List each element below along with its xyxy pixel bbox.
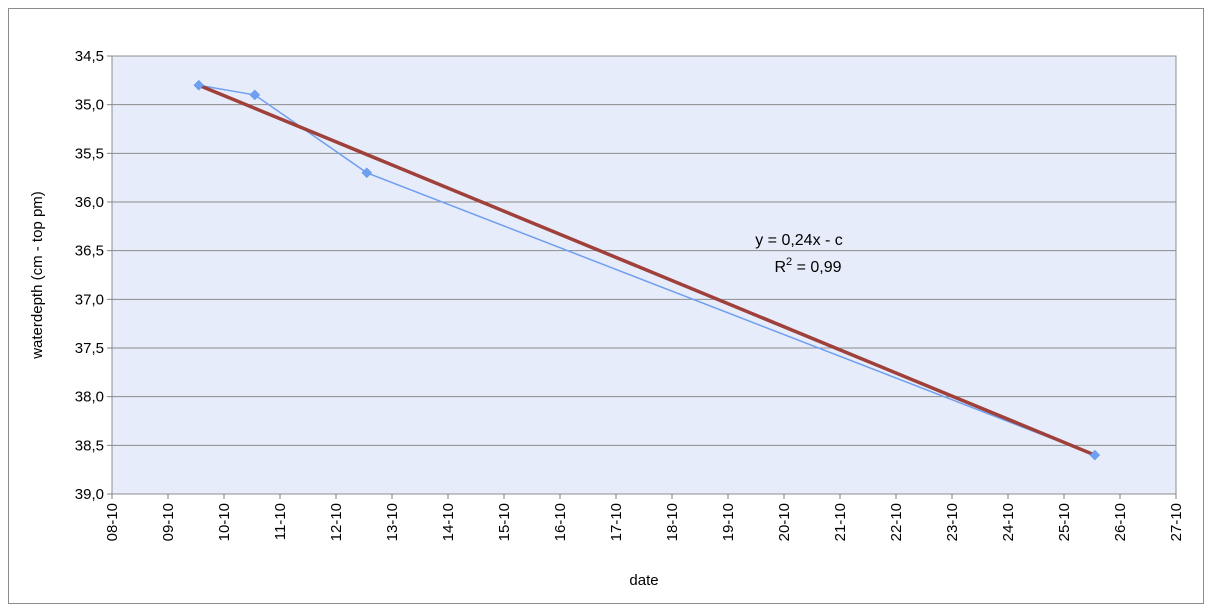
x-tick-label: 18-10 — [664, 503, 681, 541]
y-tick-label: 35,5 — [75, 145, 104, 162]
data-point — [1089, 449, 1101, 461]
x-tick-label: 25-10 — [1056, 503, 1073, 541]
x-tick-label: 10-10 — [216, 503, 233, 541]
x-tick-label: 15-10 — [496, 503, 513, 541]
x-tick-label: 20-10 — [776, 503, 793, 541]
y-tick-label: 38,0 — [75, 389, 104, 406]
y-tick-label: 39,0 — [75, 486, 104, 503]
data-point — [361, 167, 373, 179]
r-squared-superscript: 2 — [786, 256, 792, 268]
y-tick-label: 37,5 — [75, 340, 104, 357]
trendline-layer — [198, 83, 1096, 457]
y-axis-title: waterdepth (cm - top pm) — [29, 191, 46, 360]
x-tick-label: 24-10 — [1000, 503, 1017, 541]
x-tick-label: 14-10 — [440, 503, 457, 541]
x-tick-label: 08-10 — [104, 503, 121, 541]
x-tick-label: 13-10 — [384, 503, 401, 541]
trend-equation: y = 0,24x - c — [755, 232, 843, 249]
y-tick-label: 35,0 — [75, 97, 104, 114]
x-tick-label: 11-10 — [272, 503, 289, 540]
plot-area — [111, 55, 1177, 495]
point-layer — [193, 79, 1101, 461]
series-layer — [198, 84, 1096, 456]
r-squared-value: = 0,99 — [792, 259, 841, 276]
x-tick-label: 17-10 — [608, 503, 625, 541]
y-tick-label: 38,5 — [75, 437, 104, 454]
x-tick-label: 23-10 — [944, 503, 961, 541]
x-axis: 08-10 09-10 10-10 11-10 12-10 13-10 14-10 15-10… — [104, 494, 1185, 541]
y-axis: 34,5 35,0 35,5 36,0 36,5 37,0 37,5 38,0 38,5 39,0 — [75, 48, 112, 503]
series-line — [198, 84, 1096, 456]
data-point — [193, 79, 205, 91]
y-tick-label: 34,5 — [75, 48, 104, 65]
trend-r-squared: R2 = 0,99 — [774, 256, 841, 276]
trendline — [198, 83, 1096, 457]
x-tick-label: 09-10 — [160, 503, 177, 541]
grid-lines — [112, 104, 1176, 446]
x-tick-label: 27-10 — [1168, 503, 1185, 541]
y-tick-label: 37,0 — [75, 291, 104, 308]
data-point — [249, 89, 261, 101]
x-tick-label: 12-10 — [328, 503, 345, 541]
y-tick-label: 36,5 — [75, 243, 104, 260]
x-tick-label: 26-10 — [1112, 503, 1129, 541]
x-tick-label: 21-10 — [832, 503, 849, 541]
x-tick-label: 22-10 — [888, 503, 905, 541]
x-tick-label: 16-10 — [552, 503, 569, 541]
x-tick-label: 19-10 — [720, 503, 737, 541]
y-tick-label: 36,0 — [75, 194, 104, 211]
r-squared-label: R — [774, 259, 786, 276]
x-axis-title: date — [629, 572, 658, 589]
